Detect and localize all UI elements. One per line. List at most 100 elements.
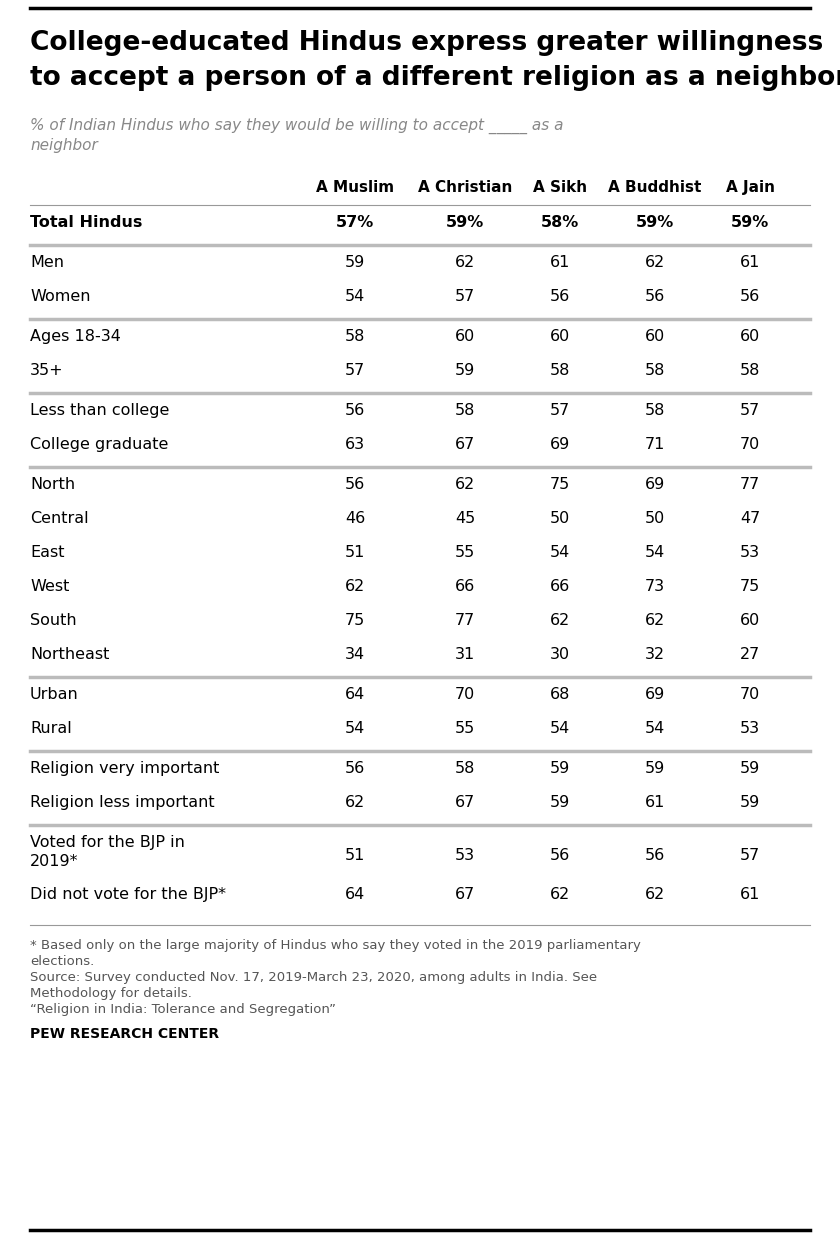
Text: 77: 77 <box>740 477 760 491</box>
Text: 58: 58 <box>645 363 665 378</box>
Text: 62: 62 <box>345 579 365 594</box>
Text: 56: 56 <box>550 288 570 305</box>
Text: 30: 30 <box>550 647 570 662</box>
Text: 56: 56 <box>740 288 760 305</box>
Text: 46: 46 <box>345 511 365 526</box>
Text: 60: 60 <box>455 329 475 344</box>
Text: * Based only on the large majority of Hindus who say they voted in the 2019 parl: * Based only on the large majority of Hi… <box>30 938 641 952</box>
Text: 61: 61 <box>550 255 570 270</box>
Text: Ages 18-34: Ages 18-34 <box>30 329 121 344</box>
Text: 73: 73 <box>645 579 665 594</box>
Text: PEW RESEARCH CENTER: PEW RESEARCH CENTER <box>30 1028 219 1041</box>
Text: 64: 64 <box>345 886 365 903</box>
Text: 68: 68 <box>550 687 570 702</box>
Text: Central: Central <box>30 511 89 526</box>
Text: Less than college: Less than college <box>30 404 170 418</box>
Text: 54: 54 <box>345 721 365 737</box>
Text: 54: 54 <box>550 721 570 737</box>
Text: 64: 64 <box>345 687 365 702</box>
Text: 56: 56 <box>645 288 665 305</box>
Text: 69: 69 <box>550 437 570 452</box>
Text: 60: 60 <box>740 613 760 628</box>
Text: 60: 60 <box>645 329 665 344</box>
Text: 66: 66 <box>455 579 475 594</box>
Text: 31: 31 <box>455 647 475 662</box>
Text: A Christian: A Christian <box>417 180 512 196</box>
Text: A Sikh: A Sikh <box>533 180 587 196</box>
Text: 70: 70 <box>740 687 760 702</box>
Text: 75: 75 <box>345 613 365 628</box>
Text: 56: 56 <box>345 761 365 776</box>
Text: 34: 34 <box>345 647 365 662</box>
Text: 62: 62 <box>645 255 665 270</box>
Text: 54: 54 <box>645 545 665 560</box>
Text: 58: 58 <box>740 363 760 378</box>
Text: 62: 62 <box>345 795 365 810</box>
Text: Northeast: Northeast <box>30 647 109 662</box>
Text: 59: 59 <box>550 761 570 776</box>
Text: 63: 63 <box>345 437 365 452</box>
Text: 57: 57 <box>550 404 570 418</box>
Text: 57: 57 <box>740 404 760 418</box>
Text: 58: 58 <box>344 329 365 344</box>
Text: neighbor: neighbor <box>30 137 97 154</box>
Text: 59%: 59% <box>446 215 484 230</box>
Text: 69: 69 <box>645 477 665 491</box>
Text: Methodology for details.: Methodology for details. <box>30 987 192 1000</box>
Text: 57%: 57% <box>336 215 374 230</box>
Text: 59: 59 <box>645 761 665 776</box>
Text: 45: 45 <box>455 511 475 526</box>
Text: North: North <box>30 477 75 491</box>
Text: A Buddhist: A Buddhist <box>608 180 701 196</box>
Text: 71: 71 <box>645 437 665 452</box>
Text: 75: 75 <box>550 477 570 491</box>
Text: 53: 53 <box>740 721 760 737</box>
Text: 51: 51 <box>344 848 365 863</box>
Text: 50: 50 <box>550 511 570 526</box>
Text: 58%: 58% <box>541 215 579 230</box>
Text: 53: 53 <box>740 545 760 560</box>
Text: 51: 51 <box>344 545 365 560</box>
Text: Voted for the BJP in
2019*: Voted for the BJP in 2019* <box>30 834 185 869</box>
Text: 35+: 35+ <box>30 363 64 378</box>
Text: 60: 60 <box>740 329 760 344</box>
Text: Urban: Urban <box>30 687 79 702</box>
Text: 62: 62 <box>550 613 570 628</box>
Text: Men: Men <box>30 255 64 270</box>
Text: 61: 61 <box>645 795 665 810</box>
Text: 77: 77 <box>455 613 475 628</box>
Text: 70: 70 <box>740 437 760 452</box>
Text: Religion very important: Religion very important <box>30 761 219 776</box>
Text: 55: 55 <box>455 545 475 560</box>
Text: 57: 57 <box>455 288 475 305</box>
Text: 62: 62 <box>550 886 570 903</box>
Text: 59: 59 <box>345 255 365 270</box>
Text: 58: 58 <box>645 404 665 418</box>
Text: 53: 53 <box>455 848 475 863</box>
Text: 67: 67 <box>455 886 475 903</box>
Text: A Muslim: A Muslim <box>316 180 394 196</box>
Text: Religion less important: Religion less important <box>30 795 215 810</box>
Text: 57: 57 <box>740 848 760 863</box>
Text: College graduate: College graduate <box>30 437 168 452</box>
Text: 62: 62 <box>645 613 665 628</box>
Text: 75: 75 <box>740 579 760 594</box>
Text: “Religion in India: Tolerance and Segregation”: “Religion in India: Tolerance and Segreg… <box>30 1003 336 1016</box>
Text: 59: 59 <box>550 795 570 810</box>
Text: 70: 70 <box>455 687 475 702</box>
Text: 59: 59 <box>740 761 760 776</box>
Text: % of Indian Hindus who say they would be willing to accept _____ as a: % of Indian Hindus who say they would be… <box>30 118 564 134</box>
Text: 57: 57 <box>345 363 365 378</box>
Text: 50: 50 <box>645 511 665 526</box>
Text: 59: 59 <box>455 363 475 378</box>
Text: 69: 69 <box>645 687 665 702</box>
Text: 54: 54 <box>645 721 665 737</box>
Text: 61: 61 <box>740 255 760 270</box>
Text: 56: 56 <box>645 848 665 863</box>
Text: 54: 54 <box>550 545 570 560</box>
Text: 58: 58 <box>454 761 475 776</box>
Text: 56: 56 <box>345 404 365 418</box>
Text: to accept a person of a different religion as a neighbor: to accept a person of a different religi… <box>30 66 840 92</box>
Text: 59%: 59% <box>731 215 769 230</box>
Text: 67: 67 <box>455 795 475 810</box>
